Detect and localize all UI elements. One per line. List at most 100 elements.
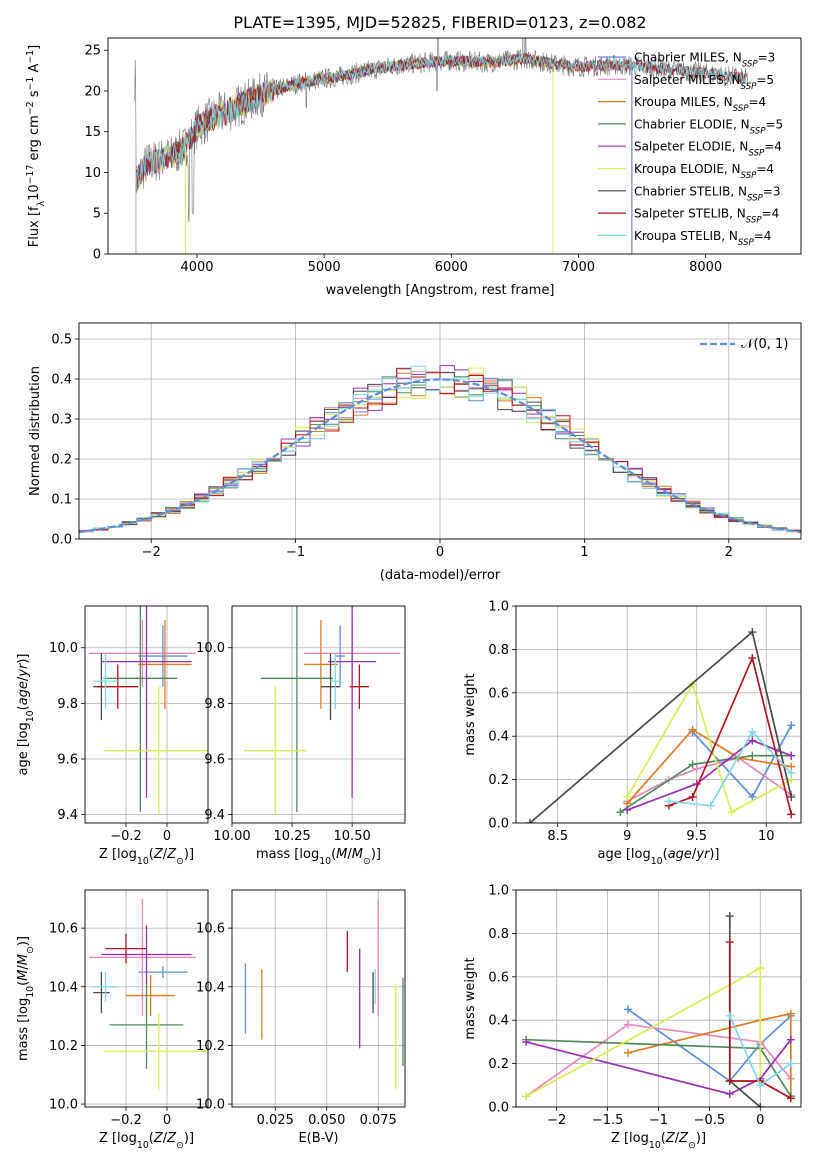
x-tick-label: −1.5 [592,1113,624,1128]
x-tick-label: −0.5 [694,1113,726,1128]
x-tick-label: 0.075 [360,1113,397,1128]
legend-label: Chabrier STELIB, NSSP=3 [634,184,781,203]
y-tick-label: 1.0 [488,884,509,899]
x-axis-label: Z [log10(Z/Z⊙)] [99,1131,194,1151]
weight-line [626,681,792,814]
y-tick-label: 0.4 [488,1014,509,1029]
y-tick-label: 20 [84,84,101,99]
y-tick-label: 0.0 [488,817,509,832]
axes-z_mass: −0.2 0 10.0 10.2 10.4 10.6 [49,889,209,1128]
y-tick-label: 10.6 [196,922,225,937]
y-tick-label: 9.4 [57,808,78,823]
x-tick-label: 0 [756,1113,764,1128]
weight-line [668,730,792,807]
weight-marker [725,1076,734,1085]
y-axis-label: mass [log10(M/M⊙)] [16,936,36,1061]
y-tick-label: 10.0 [196,641,225,656]
y-tick-label: 1.0 [488,600,509,615]
y-tick-label: 9.6 [204,753,225,768]
y-tick-label: 0.3 [51,413,72,428]
plot-area [89,898,208,1090]
x-tick-label: −2 [547,1113,566,1128]
weight-marker [664,797,673,806]
weight-marker [706,801,715,810]
axes-residuals: −2 −1 0 1 2 0.0 0.1 0.2 0.3 0.4 0.5 [51,322,802,560]
x-tick-label: 8.5 [547,829,568,844]
x-tick-label: 2 [725,545,733,560]
weight-marker [756,1103,765,1107]
plot-area [79,365,801,534]
y-tick-label: 10.4 [49,980,78,995]
axes-mass_age: 10.00 10.25 10.50 9.4 9.6 9.8 10.0 [196,605,406,844]
legend-label: Kroupa ELODIE, NSSP=4 [634,162,774,181]
weight-marker [688,792,697,801]
x-tick-label: 0.025 [257,1113,294,1128]
axes-frame [84,605,209,824]
weight-line [619,754,792,813]
y-tick-label: 10.0 [196,1098,225,1113]
chart-title: PLATE=1395, MJD=52825, FIBERID=0123, z=0… [233,13,646,32]
weight-marker [786,1035,795,1044]
weight-marker [616,808,625,817]
legend-label: Chabrier MILES, NSSP=3 [634,51,775,70]
x-tick-label: 0 [163,829,171,844]
x-tick-label: 7000 [562,260,595,275]
y-tick-label: 0.2 [488,1057,509,1072]
axes-frame [84,889,209,1108]
y-axis-label: Flux [fλ10−17 erg cm−2 s−1 A−1] [25,45,47,247]
x-tick-label: −0.2 [110,829,142,844]
x-tick-label: 9.5 [686,829,707,844]
plot-area [522,912,795,1107]
y-tick-label: 0.0 [51,533,72,548]
weight-marker [688,760,697,769]
y-tick-label: 10.2 [196,1039,225,1054]
y-tick-label: 10.2 [49,1039,78,1054]
weight-line [728,942,792,1100]
x-tick-label: −1 [286,545,305,560]
legend-label: Chabrier ELODIE, NSSP=5 [634,117,783,136]
weight-line [728,916,761,1107]
y-tick-label: 15 [84,125,101,140]
plot-area [244,606,401,815]
weight-marker [522,1092,531,1101]
x-tick-label: 6000 [435,260,468,275]
legend-label: Salpeter MILES, NSSP=5 [634,73,774,92]
y-axis-label: age [log10(age/yr)] [16,653,36,775]
weight-marker [725,1011,734,1020]
weight-marker [748,654,757,663]
weight-marker [787,751,796,760]
x-tick-label: 5000 [308,260,341,275]
y-tick-label: 0.4 [488,730,509,745]
x-axis-label: mass [log10(M/M⊙)] [256,847,381,867]
weight-marker [787,721,796,730]
weight-line [627,1012,792,1097]
x-tick-label: 0 [436,545,444,560]
x-tick-label: −1 [649,1113,668,1128]
legend-label: Kroupa MILES, NSSP=4 [634,95,766,114]
x-tick-label: 10.50 [334,829,371,844]
y-tick-label: 0.1 [51,493,72,508]
weight-marker [787,769,796,778]
weight-marker [623,1048,632,1057]
x-axis-label: Z [log10(Z/Z⊙)] [99,847,194,867]
weight-marker [688,725,697,734]
y-tick-label: 9.6 [57,753,78,768]
axes-frame [515,605,802,824]
weight-line [668,655,793,815]
axes-age_weight: 8.5 9 9.5 10 0.0 0.2 0.4 0.6 0.8 1.0 [488,600,802,844]
x-tick-label: −2 [142,545,161,560]
weight-marker [623,805,632,814]
weight-marker [786,1094,795,1103]
y-axis-label: mass weight [463,673,478,755]
normal-curve [79,378,801,534]
y-tick-label: 10.0 [49,1098,78,1113]
weight-marker [725,912,734,921]
axes-z_age: −0.2 0 9.4 9.6 9.8 10.0 [49,605,209,844]
weight-marker [787,810,796,819]
weight-marker [522,1037,531,1046]
weight-marker [748,736,757,745]
x-tick-label: 8000 [689,260,722,275]
y-tick-label: 0.5 [51,333,72,348]
x-tick-label: 10.00 [213,829,250,844]
